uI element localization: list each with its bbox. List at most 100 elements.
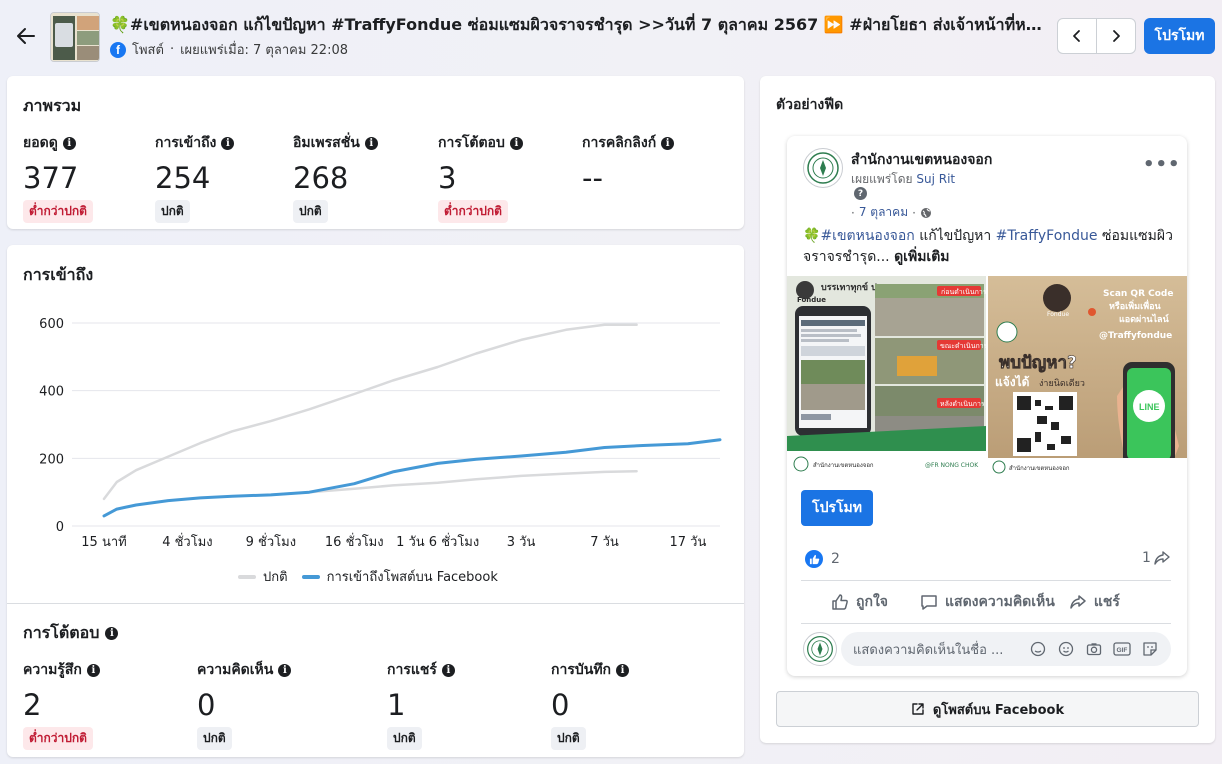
- page-avatar[interactable]: [803, 148, 843, 188]
- info-icon[interactable]: i: [86, 663, 100, 677]
- posted-by-prefix: เผยแพร่โดย: [851, 172, 913, 186]
- commenter-avatar[interactable]: [803, 632, 837, 666]
- metric-value: 2: [23, 688, 42, 722]
- info-icon[interactable]: i: [661, 136, 675, 150]
- page-name[interactable]: สำนักงานเขตหนองจอก: [851, 152, 993, 168]
- metric-value: 0: [197, 688, 216, 722]
- hashtag-link[interactable]: #TraffyFondue: [995, 228, 1098, 244]
- metric-shares: การแชร์ i 1 ปกติ: [387, 659, 455, 750]
- promote-post-button[interactable]: โปรโมท: [801, 490, 873, 526]
- svg-text:ขณะดำเนินการ: ขณะดำเนินการ: [940, 342, 988, 350]
- see-more-link[interactable]: ดูเพิ่มเติม: [894, 249, 950, 265]
- chevron-left-icon: [1073, 30, 1080, 42]
- metric-value: 0: [551, 688, 570, 722]
- feed-preview-title: ตัวอย่างฟีด: [776, 97, 844, 113]
- like-button[interactable]: ถูกใจ: [831, 591, 888, 613]
- promote-button[interactable]: โปรโมท: [1144, 18, 1215, 54]
- info-icon[interactable]: i: [364, 136, 378, 150]
- metric-impressions: อิมเพรสชั่น i 268 ปกติ: [293, 132, 378, 223]
- status-badge: ปกติ: [293, 200, 328, 223]
- engagement-title: การโต้ตอบ i: [23, 621, 119, 646]
- previous-post-button[interactable]: [1058, 19, 1096, 53]
- share-button[interactable]: แชร์: [1069, 591, 1120, 613]
- info-icon[interactable]: i: [62, 136, 76, 150]
- comment-input[interactable]: แสดงความคิดเห็นในชื่อ ... GIF: [841, 632, 1171, 666]
- legend-label-normal: ปกติ: [263, 570, 288, 585]
- question-icon[interactable]: ?: [854, 187, 867, 200]
- metric-value: 377: [23, 161, 79, 195]
- info-icon[interactable]: i: [221, 136, 235, 150]
- metric-label: การคลิกลิงก์: [582, 135, 657, 151]
- svg-text:ก่อนดำเนินการ: ก่อนดำเนินการ: [941, 288, 987, 296]
- view-on-facebook-label: ดูโพสต์บน Facebook: [932, 702, 1065, 718]
- info-icon[interactable]: i: [105, 627, 119, 640]
- svg-text:Fondue: Fondue: [1047, 311, 1069, 318]
- svg-text:สำนักงานเขตหนองจอก: สำนักงานเขตหนองจอก: [813, 462, 874, 469]
- meta-separator: ·: [169, 42, 175, 57]
- metric-label: การบันทึก: [551, 662, 612, 678]
- post-navigation: [1057, 18, 1136, 54]
- metric-value: 1: [387, 688, 406, 722]
- comment-button[interactable]: แสดงความคิดเห็น: [920, 591, 1055, 613]
- metric-value: 254: [155, 161, 211, 195]
- info-icon[interactable]: i: [509, 136, 523, 150]
- chart-legend: ปกติ การเข้าถึงโพสต์บน Facebook: [238, 566, 498, 587]
- svg-text:หรือเพิ่มเพื่อน: หรือเพิ่มเพื่อน: [1109, 299, 1162, 312]
- post-image[interactable]: Fondue บรรเทาทุกข์ ประชาชน ก่อนดำเนินการ…: [787, 276, 1187, 476]
- legend-swatch-normal: [238, 574, 256, 579]
- shares-count: 1: [1142, 550, 1151, 566]
- svg-text:Scan QR Code: Scan QR Code: [1103, 289, 1173, 299]
- more-options-icon[interactable]: •••: [1143, 154, 1181, 175]
- like-reaction-icon: [805, 550, 823, 568]
- district-seal-icon: [807, 152, 839, 184]
- metric-value: 3: [438, 161, 457, 195]
- published-time: เผยแพร่เมื่อ: 7 ตุลาคม 22:08: [180, 43, 348, 58]
- info-icon[interactable]: i: [616, 663, 630, 677]
- gif-icon[interactable]: GIF: [1113, 640, 1131, 658]
- reactions-summary[interactable]: 2: [805, 550, 840, 568]
- back-arrow-icon[interactable]: [14, 24, 38, 48]
- legend-label-reach: การเข้าถึงโพสต์บน Facebook: [326, 570, 498, 585]
- svg-text:@FR NONG CHOK: @FR NONG CHOK: [925, 462, 979, 469]
- reach-card: การเข้าถึง การโต้ตอบ i ความรู้สึก i 2 ต่ำก…: [7, 245, 744, 757]
- hashtag-link[interactable]: #เขตหนองจอก: [820, 228, 915, 244]
- post-text: 🍀#เขตหนองจอก แก้ไขปัญหา #TraffyFondue ซ่…: [803, 228, 1173, 265]
- metric-label: ความคิดเห็น: [197, 662, 274, 678]
- engagement-title-text: การโต้ตอบ: [23, 623, 100, 642]
- post-date-link[interactable]: 7 ตุลาคม: [858, 205, 909, 219]
- globe-icon: [920, 207, 931, 218]
- view-on-facebook-button[interactable]: ดูโพสต์บน Facebook: [776, 691, 1199, 727]
- metric-label: อิมเพรสชั่น: [293, 135, 360, 151]
- district-seal-icon: [807, 636, 833, 662]
- info-icon[interactable]: i: [441, 663, 455, 677]
- share-label: แชร์: [1093, 594, 1120, 610]
- sticker-icon[interactable]: [1141, 640, 1159, 658]
- info-icon[interactable]: i: [278, 663, 292, 677]
- metric-link-clicks: การคลิกลิงก์ i --: [582, 132, 675, 195]
- metric-label: ยอดดู: [23, 135, 58, 151]
- legend-reach[interactable]: การเข้าถึงโพสต์บน Facebook: [301, 566, 498, 587]
- chevron-right-icon: [1113, 30, 1120, 42]
- status-badge: ต่ำกว่าปกติ: [23, 200, 93, 223]
- next-post-button[interactable]: [1096, 19, 1135, 53]
- overview-title: ภาพรวม: [23, 96, 82, 115]
- shares-summary[interactable]: 1: [1142, 550, 1170, 566]
- share-arrow-icon: [1154, 551, 1170, 565]
- comment-placeholder: แสดงความคิดเห็นในชื่อ ...: [853, 642, 1004, 658]
- svg-text:@Traffyfondue: @Traffyfondue: [1099, 331, 1172, 341]
- emoji-icon[interactable]: [1057, 640, 1075, 658]
- comment-icon: [921, 595, 937, 610]
- legend-normal[interactable]: ปกติ: [238, 566, 288, 587]
- section-divider: [7, 603, 744, 604]
- svg-text:หลังดำเนินการ: หลังดำเนินการ: [940, 400, 985, 408]
- posted-by-name[interactable]: Suj Rit: [916, 172, 956, 186]
- posted-by: เผยแพร่โดย Suj Rit: [851, 170, 955, 189]
- metric-value: --: [582, 161, 603, 195]
- metric-label: การโต้ตอบ: [438, 135, 505, 151]
- post-thumbnail: [50, 12, 100, 62]
- metric-label: การแชร์: [387, 662, 437, 678]
- svg-text:แจ้งได้: แจ้งได้: [995, 374, 1030, 389]
- camera-icon[interactable]: [1085, 640, 1103, 658]
- avatar-sticker-icon[interactable]: [1029, 640, 1047, 658]
- svg-text:สำนักงานเขตหนองจอก: สำนักงานเขตหนองจอก: [1009, 465, 1070, 472]
